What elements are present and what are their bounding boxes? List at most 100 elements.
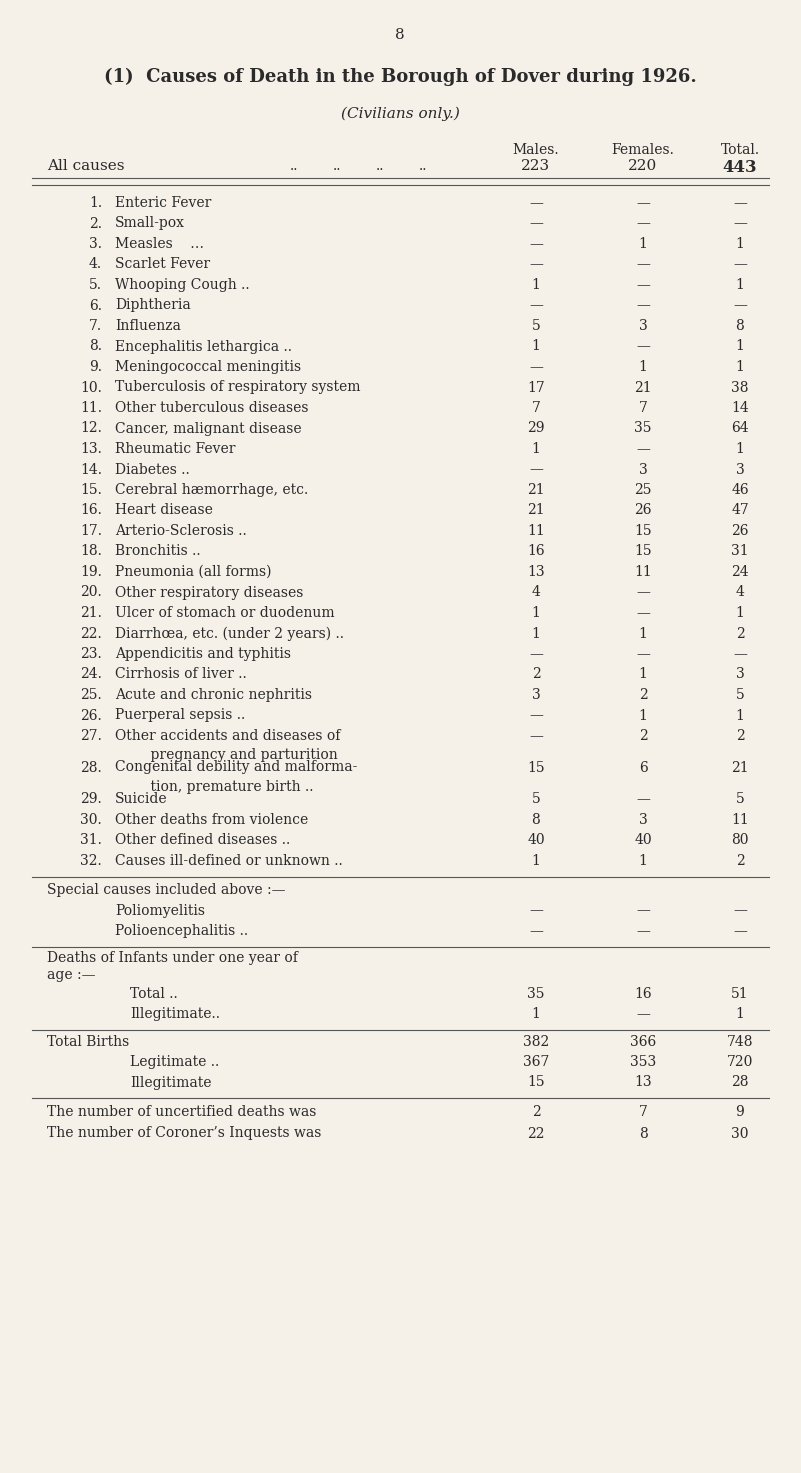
Text: —: — <box>636 647 650 661</box>
Text: 19.: 19. <box>80 566 102 579</box>
Text: —: — <box>636 1008 650 1021</box>
Text: 1: 1 <box>735 237 744 250</box>
Text: 24: 24 <box>731 566 749 579</box>
Text: Meningococcal meningitis: Meningococcal meningitis <box>115 359 301 374</box>
Text: 220: 220 <box>628 159 658 172</box>
Text: 15: 15 <box>527 760 545 775</box>
Text: Other defined diseases ..: Other defined diseases .. <box>115 834 290 847</box>
Text: 1: 1 <box>735 359 744 374</box>
Text: Illegitimate..: Illegitimate.. <box>130 1008 220 1021</box>
Text: Bronchitis ..: Bronchitis .. <box>115 545 200 558</box>
Text: 16: 16 <box>634 987 652 1000</box>
Text: 26: 26 <box>731 524 749 538</box>
Text: —: — <box>733 196 747 211</box>
Text: Enteric Fever: Enteric Fever <box>115 196 211 211</box>
Text: tion, premature birth ..: tion, premature birth .. <box>133 781 313 794</box>
Text: 3: 3 <box>735 463 744 476</box>
Text: Other respiratory diseases: Other respiratory diseases <box>115 585 304 600</box>
Text: Deaths of Infants under one year of: Deaths of Infants under one year of <box>47 952 298 965</box>
Text: Encephalitis lethargica ..: Encephalitis lethargica .. <box>115 339 292 354</box>
Text: 38: 38 <box>731 380 749 395</box>
Text: 1: 1 <box>532 853 541 868</box>
Text: Scarlet Fever: Scarlet Fever <box>115 258 210 271</box>
Text: 5: 5 <box>532 792 541 806</box>
Text: The number of Coroner’s Inquests was: The number of Coroner’s Inquests was <box>47 1127 321 1140</box>
Text: Cancer, malignant disease: Cancer, malignant disease <box>115 421 302 436</box>
Text: 27.: 27. <box>80 729 102 742</box>
Text: 2: 2 <box>735 729 744 742</box>
Text: Cirrhosis of liver ..: Cirrhosis of liver .. <box>115 667 247 682</box>
Text: 382: 382 <box>523 1034 549 1049</box>
Text: 21: 21 <box>527 483 545 496</box>
Text: 8: 8 <box>638 1127 647 1140</box>
Text: —: — <box>636 903 650 918</box>
Text: —: — <box>636 442 650 457</box>
Text: 28.: 28. <box>80 760 102 775</box>
Text: 17.: 17. <box>80 524 102 538</box>
Text: 15.: 15. <box>80 483 102 496</box>
Text: —: — <box>636 299 650 312</box>
Text: 35: 35 <box>634 421 652 436</box>
Text: 367: 367 <box>523 1055 549 1069</box>
Text: —: — <box>636 339 650 354</box>
Text: 2: 2 <box>735 626 744 641</box>
Text: 11: 11 <box>731 813 749 826</box>
Text: 1: 1 <box>532 339 541 354</box>
Text: Whooping Cough ..: Whooping Cough .. <box>115 278 250 292</box>
Text: —: — <box>529 647 543 661</box>
Text: 366: 366 <box>630 1034 656 1049</box>
Text: Polioencephalitis ..: Polioencephalitis .. <box>115 924 248 938</box>
Text: (1)  Causes of Death in the Borough of Dover during 1926.: (1) Causes of Death in the Borough of Do… <box>103 68 696 87</box>
Text: —: — <box>733 647 747 661</box>
Text: 6.: 6. <box>89 299 102 312</box>
Text: 3: 3 <box>532 688 541 703</box>
Text: 1: 1 <box>735 442 744 457</box>
Text: Diarrhœa, etc. (under 2 years) ..: Diarrhœa, etc. (under 2 years) .. <box>115 626 344 641</box>
Text: Males.: Males. <box>513 143 559 158</box>
Text: 7: 7 <box>532 401 541 415</box>
Text: Appendicitis and typhitis: Appendicitis and typhitis <box>115 647 291 661</box>
Text: 1: 1 <box>532 605 541 620</box>
Text: Pneumonia (all forms): Pneumonia (all forms) <box>115 566 272 579</box>
Text: ..: .. <box>333 159 341 172</box>
Text: 21: 21 <box>731 760 749 775</box>
Text: Arterio-Sclerosis ..: Arterio-Sclerosis .. <box>115 524 247 538</box>
Text: 17: 17 <box>527 380 545 395</box>
Text: 20.: 20. <box>80 585 102 600</box>
Text: 8.: 8. <box>89 339 102 354</box>
Text: 32.: 32. <box>80 853 102 868</box>
Text: 23.: 23. <box>80 647 102 661</box>
Text: Diphtheria: Diphtheria <box>115 299 191 312</box>
Text: 30.: 30. <box>80 813 102 826</box>
Text: 2: 2 <box>532 667 541 682</box>
Text: 443: 443 <box>723 159 757 175</box>
Text: pregnancy and parturition: pregnancy and parturition <box>133 748 338 763</box>
Text: 21.: 21. <box>80 605 102 620</box>
Text: 25: 25 <box>634 483 652 496</box>
Text: 35: 35 <box>527 987 545 1000</box>
Text: 1: 1 <box>532 626 541 641</box>
Text: All causes: All causes <box>47 159 124 172</box>
Text: —: — <box>733 903 747 918</box>
Text: 1: 1 <box>532 442 541 457</box>
Text: 14.: 14. <box>80 463 102 476</box>
Text: —: — <box>529 196 543 211</box>
Text: Poliomyelitis: Poliomyelitis <box>115 903 205 918</box>
Text: ..: .. <box>419 159 428 172</box>
Text: 13: 13 <box>527 566 545 579</box>
Text: Ulcer of stomach or duodenum: Ulcer of stomach or duodenum <box>115 605 335 620</box>
Text: —: — <box>733 924 747 938</box>
Text: Other tuberculous diseases: Other tuberculous diseases <box>115 401 308 415</box>
Text: 2: 2 <box>638 688 647 703</box>
Text: 1: 1 <box>532 1008 541 1021</box>
Text: Acute and chronic nephritis: Acute and chronic nephritis <box>115 688 312 703</box>
Text: Diabetes ..: Diabetes .. <box>115 463 190 476</box>
Text: Cerebral hæmorrhage, etc.: Cerebral hæmorrhage, etc. <box>115 483 308 496</box>
Text: —: — <box>636 585 650 600</box>
Text: —: — <box>529 217 543 230</box>
Text: 15: 15 <box>634 524 652 538</box>
Text: 21: 21 <box>634 380 652 395</box>
Text: Tuberculosis of respiratory system: Tuberculosis of respiratory system <box>115 380 360 395</box>
Text: 1: 1 <box>638 709 647 722</box>
Text: Puerperal sepsis ..: Puerperal sepsis .. <box>115 709 245 722</box>
